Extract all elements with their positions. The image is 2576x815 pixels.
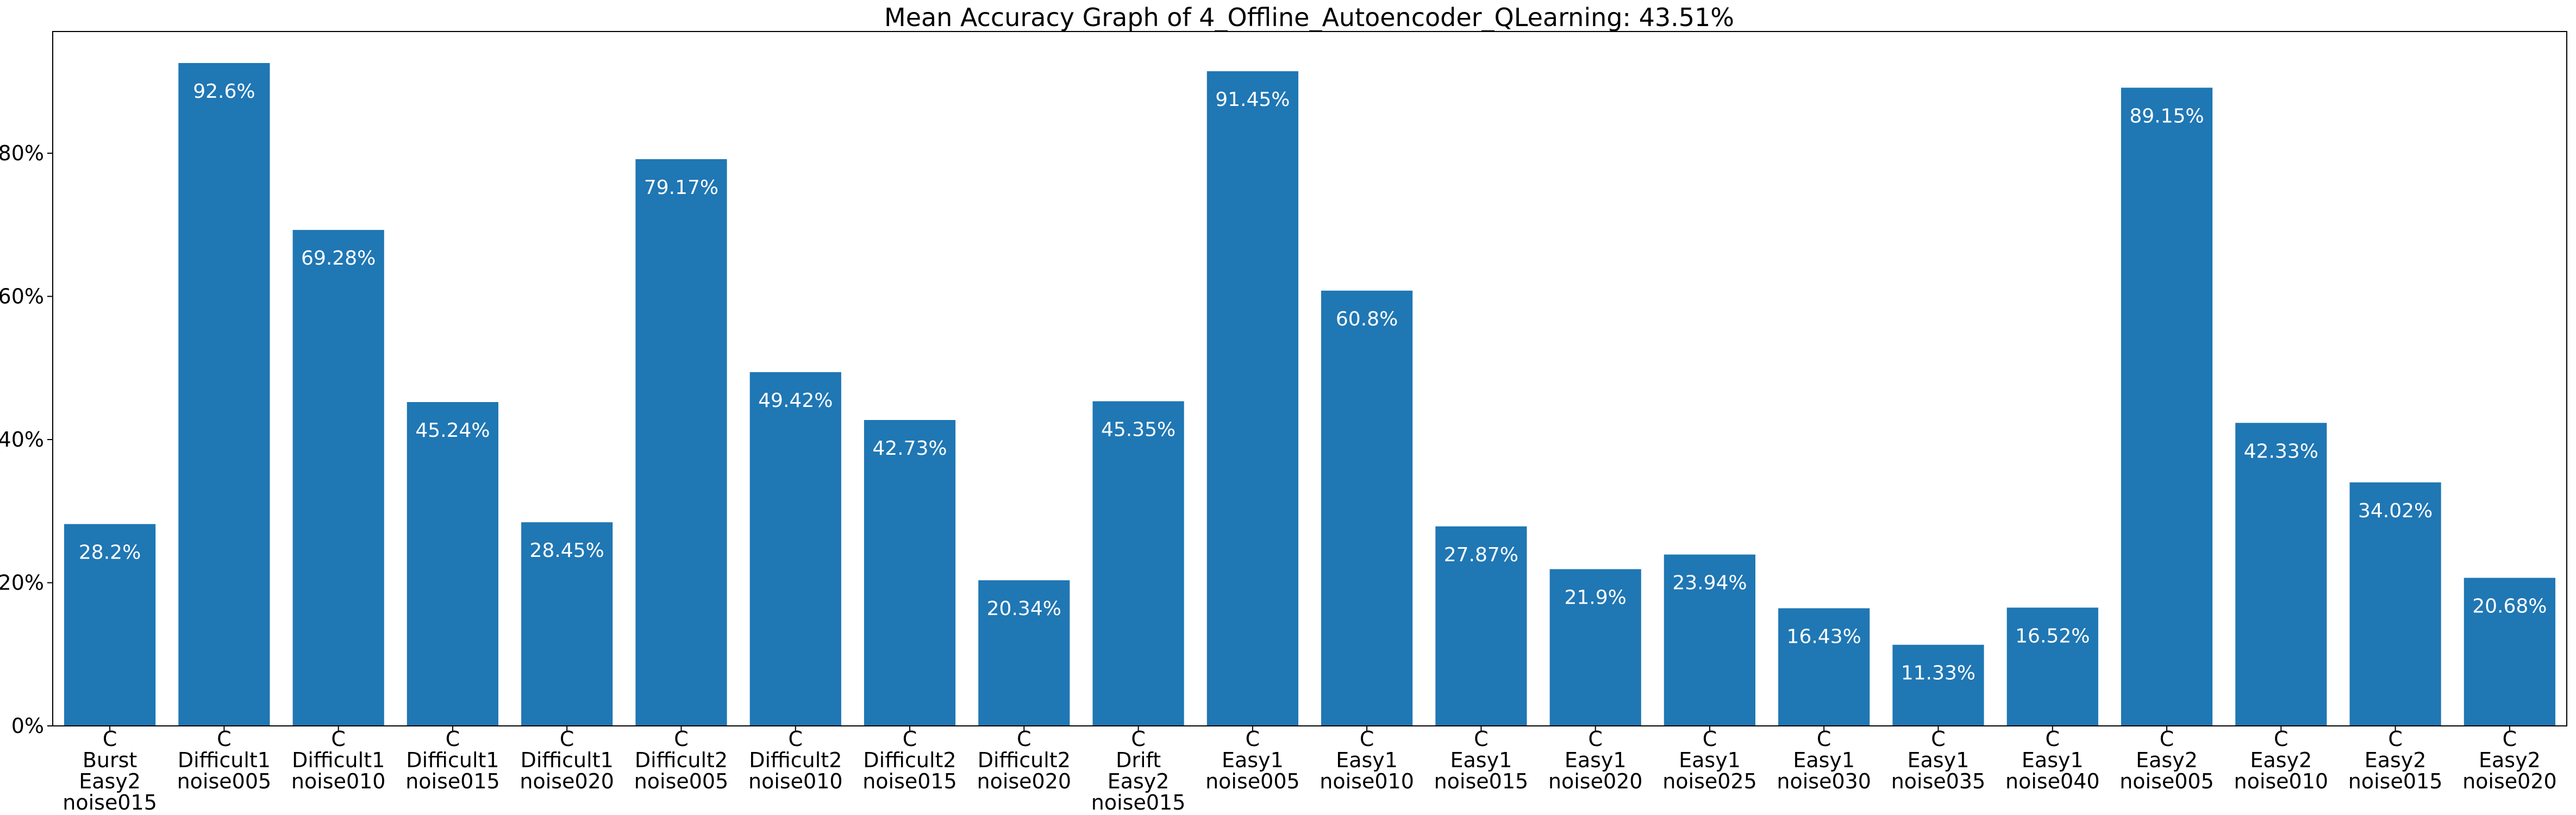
y-tick-label: 60% [0,285,44,309]
bar [978,580,1070,726]
bar [1778,608,1870,726]
bar [2121,87,2213,726]
bar [2349,482,2441,726]
bar-data-label: 20.68% [2472,595,2547,618]
bar [2006,607,2098,726]
bar-data-label: 91.45% [1215,89,1290,111]
y-tick-label: 20% [0,571,44,595]
bar [407,402,498,726]
bar [1892,644,1984,726]
bar-data-label: 79.17% [644,177,718,199]
bar [2464,578,2555,726]
bar-data-label: 27.87% [1444,544,1518,566]
bar-data-label: 11.33% [1901,662,1975,685]
bar-data-label: 16.52% [2015,625,2090,647]
bar [2235,423,2327,726]
bar-data-label: 28.45% [530,540,604,562]
bars-group: 28.2% 92.6% 69.28% 45.24% 28.45% 79.17% 49.42%… [64,63,2555,726]
bar [1321,290,1413,726]
bar-data-label: 42.73% [872,437,947,460]
x-tick-label: C Easy1 noise005 [1205,727,1300,793]
bar [521,522,613,726]
y-tick-label: 0% [11,714,44,738]
x-tick-label: C Easy1 noise025 [1662,727,1757,793]
chart-title: Mean Accuracy Graph of 4_Offline_Autoenc… [884,3,1734,32]
x-tick-label: C Easy1 noise015 [1434,727,1529,793]
x-tick-label: C Difficult1 noise005 [177,727,272,793]
bar-data-label: 45.35% [1101,419,1176,441]
bar [1664,554,1755,726]
bar [1549,569,1641,726]
bar-data-label: 16.43% [1787,626,1861,648]
x-tick-label: C Burst Easy2 noise015 [62,727,157,814]
bar [749,372,841,726]
bar [864,420,956,726]
x-tick-label: C Difficult2 noise010 [748,727,843,793]
x-tick-label: C Difficult1 noise015 [405,727,500,793]
bar-data-label: 92.6% [193,80,255,103]
bar [635,159,727,726]
x-tick-label: C Easy2 noise005 [2119,727,2214,793]
y-tick-label: 80% [0,141,44,165]
bar [178,63,270,726]
bar-data-label: 28.2% [79,542,141,564]
x-tick-label: C Easy2 noise020 [2462,727,2557,793]
x-tick-label: C Difficult1 noise010 [291,727,386,793]
x-tick-label: C Easy1 noise040 [2005,727,2100,793]
bar-data-label: 60.8% [1336,308,1398,330]
x-tick-label: C Easy1 noise020 [1548,727,1643,793]
bar-data-label: 23.94% [1672,572,1747,594]
bar [1435,526,1527,726]
bar-data-label: 34.02% [2358,500,2433,522]
bar-data-label: 69.28% [301,247,376,269]
bar-data-label: 45.24% [415,419,490,442]
x-tick-label: C Easy1 noise010 [1320,727,1414,793]
y-tick-label: 40% [0,428,44,452]
x-tick-label: C Difficult2 noise020 [977,727,1071,793]
x-tick-label: C Difficult1 noise020 [520,727,614,793]
bar [1206,71,1298,726]
x-tick-label: C Easy2 noise015 [2348,727,2443,793]
bar-data-label: 89.15% [2129,105,2204,127]
x-tick-label: C Easy1 noise030 [1777,727,1871,793]
x-tick-label: C Difficult2 noise015 [862,727,957,793]
bar-data-label: 21.9% [1565,587,1627,609]
bar-data-label: 42.33% [2244,440,2318,462]
bar [64,524,156,726]
bar-data-label: 49.42% [758,390,833,412]
bar-data-label: 20.34% [987,598,1061,620]
y-axis: 0% 20% 40% 60% 80% [0,141,53,738]
bar [1092,401,1184,726]
x-tick-label: C Easy2 noise010 [2234,727,2328,793]
x-tick-label: C Drift Easy2 noise015 [1091,727,1186,814]
bar [292,230,384,726]
x-tick-label: C Easy1 noise035 [1891,727,1986,793]
x-tick-label: C Difficult2 noise005 [634,727,729,793]
x-axis: C Burst Easy2 noise015 C Difficult1 noise005 C D… [62,726,2557,814]
plot-frame [52,31,2567,726]
